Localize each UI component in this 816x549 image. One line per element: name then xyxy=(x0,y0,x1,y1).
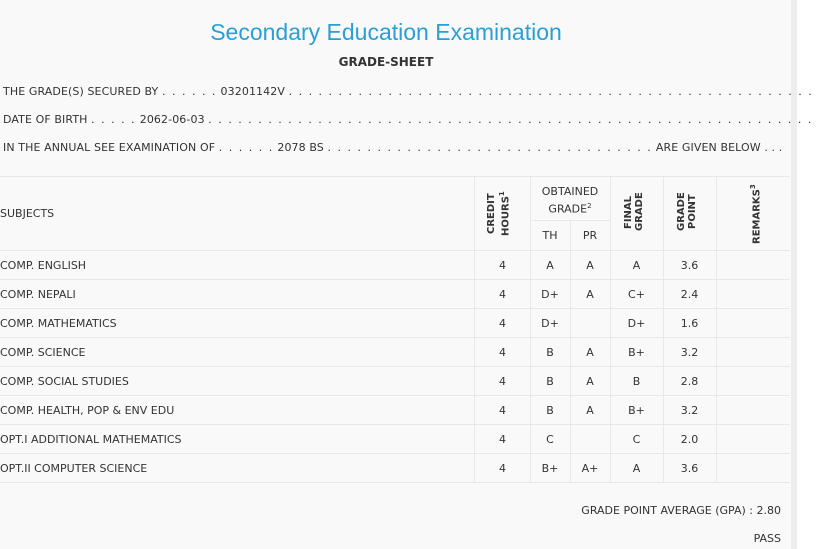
subject-name: OPT.II COMPUTER SCIENCE xyxy=(0,462,148,475)
final-grade: B+ xyxy=(628,346,645,359)
gpa-label: GRADE POINT AVERAGE (GPA) : xyxy=(581,504,753,517)
grade-point: 3.2 xyxy=(680,346,699,359)
result-status: PASS xyxy=(753,532,781,545)
practical-grade: A+ xyxy=(581,462,599,475)
secured-by-line: THE GRADE(S) SECURED BY . . . . . . 0320… xyxy=(3,85,816,98)
final-grade: A xyxy=(632,462,641,475)
col-divider xyxy=(570,220,571,482)
header-bottom-border xyxy=(0,250,790,251)
th-header: TH xyxy=(542,229,558,242)
theory-grade: D+ xyxy=(541,288,559,301)
grade-point: 1.6 xyxy=(680,317,699,330)
final-grade: B+ xyxy=(628,404,645,417)
final-grade: A xyxy=(632,259,641,272)
subject-name: COMP. HEALTH, POP & ENV EDU xyxy=(0,404,175,417)
table-row: COMP. MATHEMATICS 4 D+ D+ 1.6 xyxy=(0,308,790,337)
symbol-number: 03201142V xyxy=(220,85,285,98)
subject-name: COMP. SOCIAL STUDIES xyxy=(0,375,129,388)
gpa-value: 2.80 xyxy=(756,504,782,517)
subject-name: COMP. MATHEMATICS xyxy=(0,317,117,330)
theory-grade: B xyxy=(546,404,554,417)
exam-line: IN THE ANNUAL SEE EXAMINATION OF . . . .… xyxy=(3,141,783,154)
dob-label: DATE OF BIRTH xyxy=(3,113,88,126)
theory-grade: D+ xyxy=(541,317,559,330)
page-title: Secondary Education Examination xyxy=(210,19,562,45)
gpa-line: GRADE POINT AVERAGE (GPA) : 2.80 xyxy=(581,504,781,517)
table-row: COMP. SOCIAL STUDIES 4 B A B 2.8 xyxy=(0,366,790,395)
col-divider xyxy=(663,176,664,482)
exam-label: IN THE ANNUAL SEE EXAMINATION OF xyxy=(3,141,216,154)
credit-hours: 4 xyxy=(499,346,506,359)
dob-value: 2062-06-03 xyxy=(139,113,205,126)
theory-grade: B xyxy=(546,375,554,388)
table-row: COMP. SCIENCE 4 B A B+ 3.2 xyxy=(0,337,790,366)
secured-by-label: THE GRADE(S) SECURED BY xyxy=(3,85,159,98)
given-below-text: ARE GIVEN BELOW . . . xyxy=(655,141,783,154)
page-edge xyxy=(791,0,797,549)
table-row: OPT.I ADDITIONAL MATHEMATICS 4 C C 2.0 xyxy=(0,424,790,453)
subject-name: COMP. ENGLISH xyxy=(0,259,87,272)
exam-year: 2078 BS xyxy=(277,141,324,154)
practical-grade: A xyxy=(586,346,594,359)
final-grade: B xyxy=(632,375,641,388)
practical-grade: A xyxy=(586,375,594,388)
final-grade: D+ xyxy=(627,317,646,330)
credit-hours: 4 xyxy=(499,375,506,388)
practical-grade: A xyxy=(586,404,594,417)
subject-name: OPT.I ADDITIONAL MATHEMATICS xyxy=(0,433,182,446)
col-divider xyxy=(610,176,611,482)
col-divider xyxy=(530,176,531,482)
final-grade: C+ xyxy=(628,288,645,301)
credit-hours: 4 xyxy=(499,259,506,272)
credit-hours: 4 xyxy=(499,317,506,330)
table-top-border xyxy=(0,176,790,177)
page-subtitle: GRADE-SHEET xyxy=(338,55,434,69)
table-row: COMP. NEPALI 4 D+ A C+ 2.4 xyxy=(0,279,790,308)
credit-hours-header: CREDIT HOURS1 xyxy=(486,191,512,237)
grade-point: 2.8 xyxy=(680,375,699,388)
subject-name: COMP. SCIENCE xyxy=(0,346,86,359)
credit-hours: 4 xyxy=(499,462,506,475)
dob-line: DATE OF BIRTH . . . . . 2062-06-03 . . .… xyxy=(3,113,816,126)
table-row: COMP. ENGLISH 4 A A A 3.6 xyxy=(0,250,790,279)
pr-header: PR xyxy=(582,229,598,242)
subject-name: COMP. NEPALI xyxy=(0,288,76,301)
col-divider xyxy=(474,176,475,482)
theory-grade: B+ xyxy=(541,462,559,475)
grade-point-header: GRADE POINT xyxy=(676,192,698,232)
grade-point: 3.2 xyxy=(680,404,699,417)
practical-grade: A xyxy=(586,288,594,301)
theory-grade: C xyxy=(546,433,554,446)
grade-point: 2.4 xyxy=(680,288,699,301)
credit-hours: 4 xyxy=(499,433,506,446)
final-grade: C xyxy=(632,433,641,446)
practical-grade: A xyxy=(586,259,594,272)
grade-point: 2.0 xyxy=(680,433,699,446)
grade-point: 3.6 xyxy=(680,462,699,475)
theory-grade: B xyxy=(546,346,554,359)
credit-hours: 4 xyxy=(499,288,506,301)
final-grade-header: FINAL GRADE xyxy=(623,192,645,232)
table-row: OPT.II COMPUTER SCIENCE 4 B+ A+ A 3.6 xyxy=(0,453,790,482)
credit-hours: 4 xyxy=(499,404,506,417)
grade-sheet: Secondary Education Examination GRADE-SH… xyxy=(0,19,816,545)
remarks-header: REMARKS3 xyxy=(749,184,763,244)
subjects-header: SUBJECTS xyxy=(0,207,55,220)
col-divider xyxy=(716,176,717,482)
grade-point: 3.6 xyxy=(680,259,699,272)
table-bottom-border xyxy=(0,482,790,483)
theory-grade: A xyxy=(546,259,554,272)
table-row: COMP. HEALTH, POP & ENV EDU 4 B A B+ 3.2 xyxy=(0,395,790,424)
obtained-grade-header: OBTAINED GRADE2 xyxy=(541,185,599,216)
